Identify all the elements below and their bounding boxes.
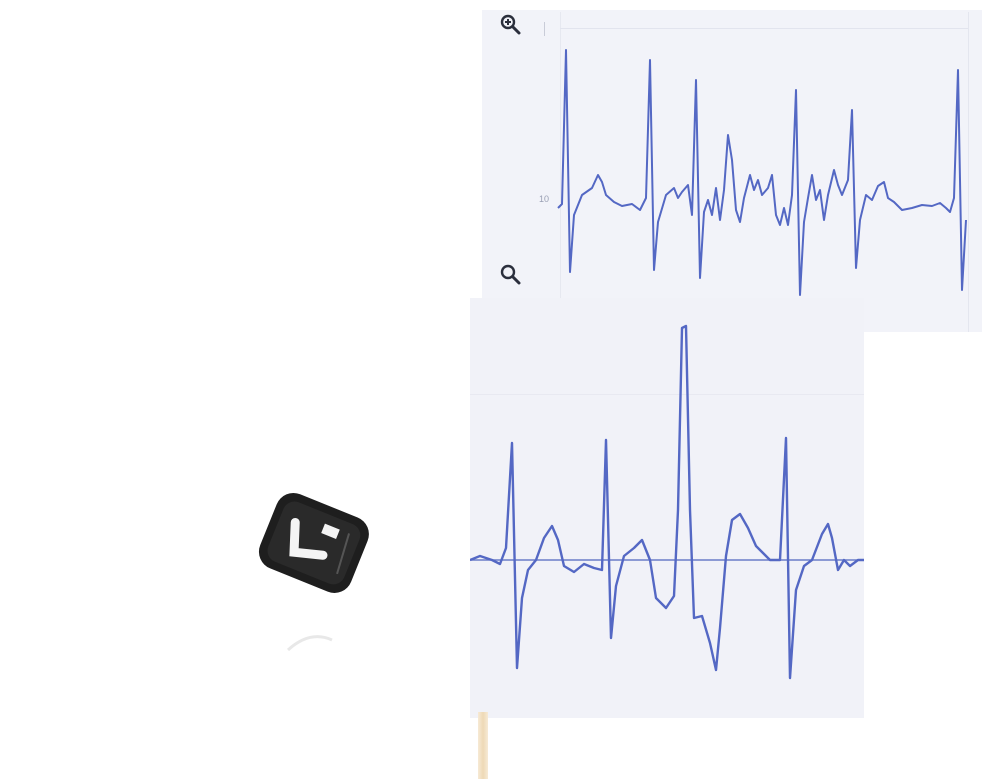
y-axis-label: 10	[539, 194, 550, 204]
gridline	[470, 394, 864, 395]
top-signal-trace	[557, 49, 967, 296]
axis-tick	[544, 22, 545, 36]
zoom-out-icon	[500, 264, 521, 285]
top-signal-plot	[557, 49, 967, 296]
wooden-stick	[478, 712, 488, 779]
background-patch	[864, 336, 984, 779]
zoom-in-button[interactable]	[498, 12, 524, 38]
bottom-signal-plot	[470, 324, 864, 680]
plot-frame-left	[560, 12, 561, 312]
zoom-out-button[interactable]	[498, 262, 524, 288]
plot-frame-right	[968, 12, 969, 332]
bottom-signal-trace	[470, 324, 864, 680]
plot-frame-top	[560, 28, 968, 29]
zoom-in-icon	[500, 14, 521, 35]
top-signal-panel: 10	[482, 10, 982, 332]
device-icon	[258, 492, 369, 652]
bottom-signal-panel	[470, 298, 864, 718]
